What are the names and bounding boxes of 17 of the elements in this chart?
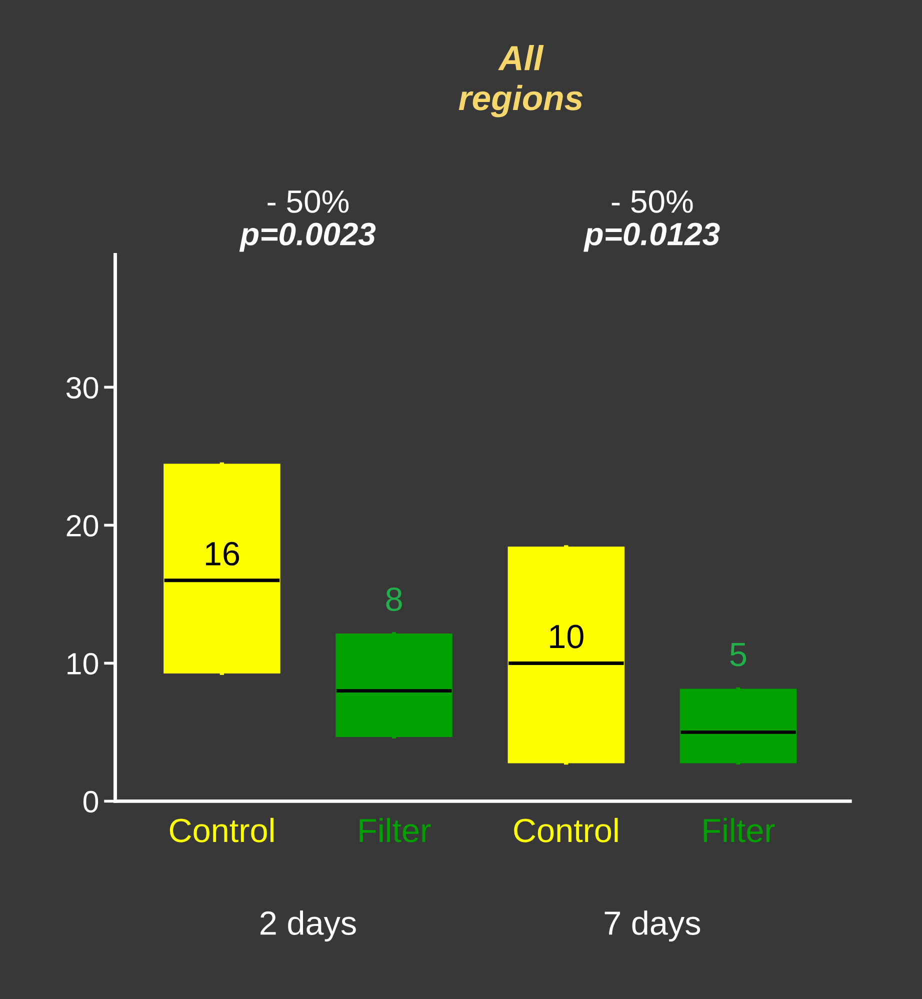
text: 2 days <box>260 910 356 942</box>
x-tick-label: Control <box>170 818 274 842</box>
text: 5 <box>730 643 746 666</box>
text: - 50% p=0.0123 <box>584 190 720 252</box>
text: 16 <box>206 542 240 566</box>
x-tick-label: Filter <box>704 818 775 842</box>
text: 7 days <box>604 910 700 942</box>
x-tick-label: Control <box>514 818 618 842</box>
y-tick-label: 20 <box>66 514 98 537</box>
chart-title: All regions <box>458 44 582 118</box>
y-tick-label: 0 <box>83 790 98 813</box>
y-tick-label: 10 <box>68 652 98 675</box>
text: 10 <box>550 624 584 648</box>
x-tick-label: Filter <box>360 818 431 842</box>
y-tick-label: 30 <box>66 376 98 399</box>
text: 8 <box>386 587 402 612</box>
text: - 50% p=0.0023 <box>239 190 376 252</box>
